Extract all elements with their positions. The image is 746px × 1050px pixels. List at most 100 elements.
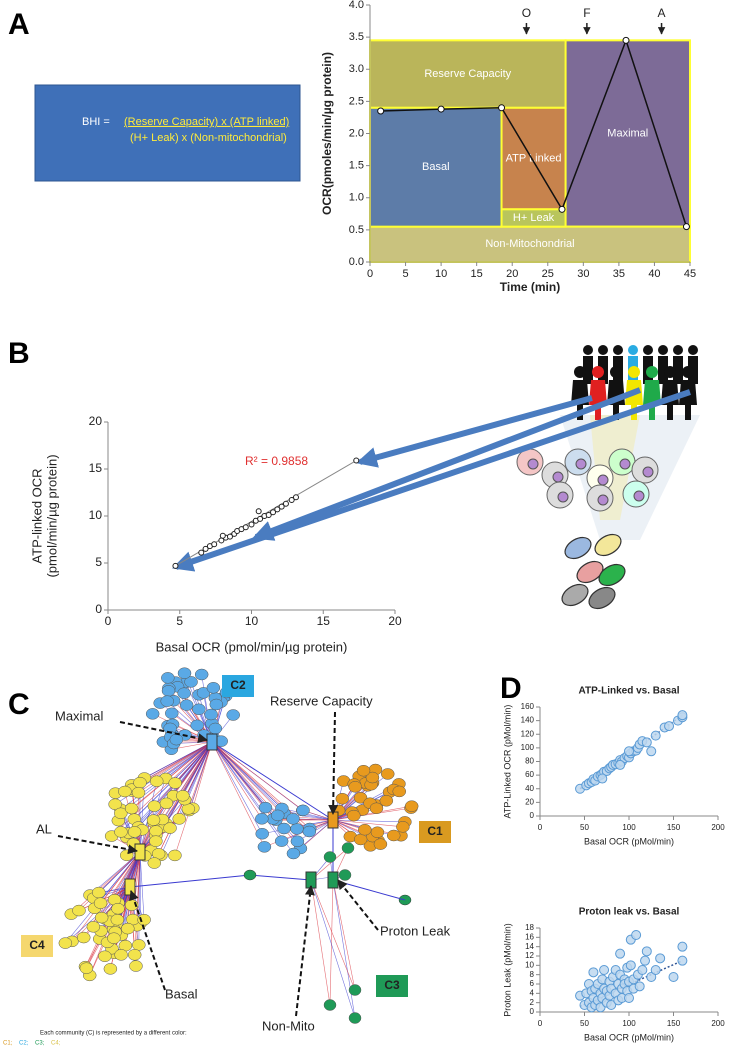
mitochondrion [564, 536, 592, 560]
node [206, 682, 221, 694]
node [161, 685, 176, 697]
pointer-arrow [355, 395, 593, 468]
person-body [583, 356, 593, 384]
node [194, 668, 209, 681]
point [597, 773, 608, 784]
y-tick-label: 1.5 [349, 160, 364, 172]
node [353, 792, 368, 804]
x-tick-label: 150 [667, 1019, 681, 1028]
point [588, 967, 599, 978]
x-tick-label: 10 [245, 614, 259, 628]
x-tick-label: 20 [388, 614, 402, 628]
x-tick-label: 50 [580, 823, 589, 832]
chart-title: ATP-Linked vs. Basal [579, 686, 680, 697]
person-head [598, 345, 608, 355]
x-axis-label: Basal OCR (pmol/min/µg protein) [156, 639, 348, 654]
injection-label: O [522, 6, 531, 20]
node [92, 886, 106, 899]
node [127, 826, 142, 838]
annotation-arrow [295, 885, 315, 1017]
node [147, 857, 162, 869]
y-tick-label: 160 [521, 702, 535, 711]
x-tick-label: 200 [711, 1019, 725, 1028]
node [323, 851, 337, 863]
edge [131, 741, 213, 809]
y-tick-label: 10 [89, 508, 103, 522]
node [358, 823, 372, 836]
panel-label: C [8, 688, 30, 721]
edge [65, 851, 141, 944]
point [172, 562, 179, 569]
x-tick-label: 100 [622, 1019, 636, 1028]
node [168, 777, 182, 789]
x-tick-label: 5 [402, 268, 408, 280]
edge [332, 879, 356, 991]
edge [101, 851, 141, 918]
node [226, 709, 240, 721]
point [257, 515, 264, 522]
point [599, 965, 610, 975]
node [396, 821, 410, 833]
node [168, 849, 182, 862]
y-tick-label: 1.0 [349, 192, 364, 204]
node [103, 963, 118, 975]
y-axis-label: (pmol/min/µg protein) [44, 454, 59, 577]
point [288, 497, 295, 504]
x-tick-label: 50 [580, 1019, 589, 1028]
legend-item: C1; [3, 1041, 13, 1047]
region-label: Reserve Capacity [424, 68, 511, 80]
panel-label: D [500, 672, 522, 705]
hub [206, 733, 218, 751]
node [108, 798, 122, 811]
node [177, 667, 192, 679]
node [114, 826, 128, 838]
x-tick-label: 40 [648, 268, 660, 280]
node [370, 826, 385, 838]
point [640, 955, 651, 966]
x-tick-label: 30 [577, 268, 589, 280]
community-label: C2 [230, 678, 246, 692]
legend-item: C4; [51, 1041, 61, 1047]
legend-item: C2; [19, 1041, 29, 1047]
node [110, 913, 125, 926]
node [258, 801, 273, 814]
node [176, 790, 190, 802]
region [369, 106, 503, 228]
point [353, 457, 360, 464]
edge [332, 879, 406, 901]
x-tick-label: 10 [435, 268, 447, 280]
edge [310, 879, 331, 1006]
y-tick-label: 0 [530, 811, 535, 820]
node [147, 800, 162, 812]
hub [327, 811, 339, 829]
edge [144, 741, 213, 779]
node [274, 835, 289, 847]
y-axis-label: ATP-linked OCR [29, 468, 44, 563]
node [149, 835, 163, 847]
point [615, 759, 626, 770]
edge [211, 741, 263, 834]
network: C1 C2 C3 C4 Reserve Capacity Maximal AL Basal Pr… [3, 667, 451, 1047]
bhi-denominator: (H+ Leak) x (Non-mitochondrial) [130, 132, 287, 144]
node [184, 676, 198, 688]
node [302, 825, 317, 838]
y-axis-label: Proton Leak (pMol/min) [502, 923, 512, 1017]
person-head [673, 345, 683, 355]
node [94, 911, 109, 924]
hub [134, 843, 146, 861]
node [353, 833, 368, 846]
node [93, 897, 108, 909]
x-tick-label: 0 [538, 1019, 543, 1028]
node [348, 781, 362, 793]
node [111, 902, 125, 915]
y-tick-label: 140 [521, 716, 535, 725]
point [624, 993, 634, 1003]
mitochondrion [598, 563, 626, 587]
x-axis-label: Time (min) [500, 280, 560, 294]
annotation-arrow [57, 835, 138, 855]
point [650, 965, 661, 975]
community-box [419, 821, 451, 843]
person-body [679, 380, 697, 420]
y-tick-label: 14 [525, 942, 534, 951]
